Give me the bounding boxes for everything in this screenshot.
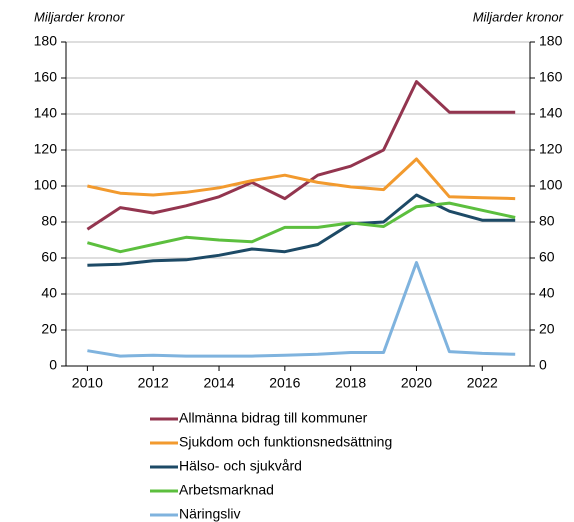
series-line: [87, 157, 516, 201]
series-line: [86, 201, 516, 254]
y-tick-label: 140: [34, 105, 58, 121]
x-tick-label: 2012: [138, 375, 169, 391]
y2-tick-label: 180: [539, 33, 563, 49]
legend-label: Sjukdom och funktionsnedsättning: [179, 434, 392, 450]
y2-tick-label: 100: [539, 177, 563, 193]
x-tick-label: 2022: [467, 375, 498, 391]
series-line: [86, 80, 516, 231]
series-line: [87, 261, 516, 358]
x-tick-label: 2016: [269, 375, 300, 391]
y2-axis-label: Miljarder kronor: [473, 9, 564, 24]
y2-tick-label: 160: [539, 69, 563, 85]
y-tick-label: 100: [34, 177, 58, 193]
x-tick-label: 2014: [203, 375, 234, 391]
y2-tick-label: 60: [539, 249, 555, 265]
legend-label: Näringsliv: [179, 506, 240, 522]
legend-label: Hälso- och sjukvård: [179, 458, 302, 474]
y2-tick-label: 20: [539, 321, 555, 337]
y2-tick-label: 120: [539, 141, 563, 157]
y2-tick-label: 140: [539, 105, 563, 121]
series-line: [87, 193, 516, 267]
y-tick-label: 0: [49, 357, 57, 373]
x-tick-label: 2020: [401, 375, 432, 391]
y-tick-label: 120: [34, 141, 58, 157]
y-tick-label: 80: [41, 213, 57, 229]
legend-label: Arbetsmarknad: [179, 482, 274, 498]
y-axis-label: Miljarder kronor: [34, 9, 125, 24]
y2-tick-label: 40: [539, 285, 555, 301]
y2-tick-label: 80: [539, 213, 555, 229]
y-tick-label: 160: [34, 69, 58, 85]
y2-tick-label: 0: [539, 357, 547, 373]
y-tick-label: 180: [34, 33, 58, 49]
y-tick-label: 40: [41, 285, 57, 301]
legend-label: Allmänna bidrag till kommuner: [179, 410, 368, 426]
y-tick-label: 60: [41, 249, 57, 265]
y-tick-label: 20: [41, 321, 57, 337]
x-tick-label: 2018: [335, 375, 366, 391]
x-tick-label: 2010: [72, 375, 103, 391]
